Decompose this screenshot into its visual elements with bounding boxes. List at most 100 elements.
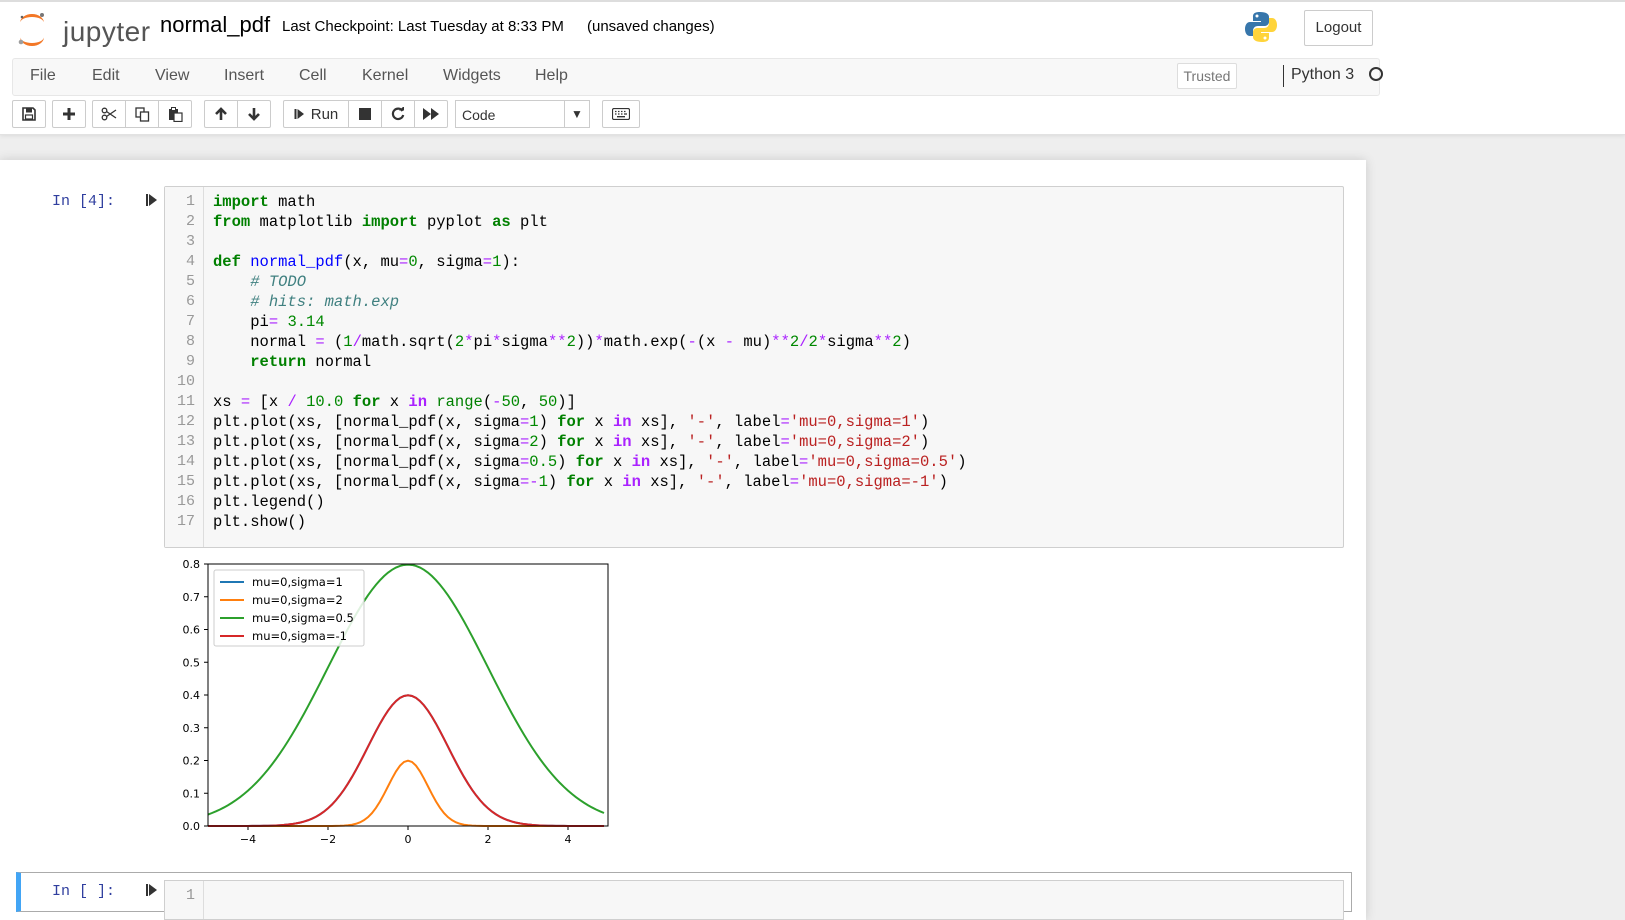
checkpoint-status: Last Checkpoint: Last Tuesday at 8:33 PM	[282, 18, 564, 35]
menu-cell[interactable]: Cell	[299, 67, 327, 84]
code-line: plt.plot(xs, [normal_pdf(x, sigma=-1) fo…	[213, 473, 948, 491]
stop-icon	[359, 108, 371, 120]
line-number: 7	[185, 313, 195, 330]
run-cell-icon[interactable]	[146, 193, 157, 210]
logout-button[interactable]: Logout	[1304, 10, 1373, 46]
x-tick-label: −4	[240, 833, 256, 846]
move-down-button[interactable]	[237, 100, 271, 128]
menu-insert[interactable]: Insert	[224, 67, 265, 84]
code-line: plt.legend()	[213, 493, 325, 511]
plus-icon	[63, 108, 75, 120]
scissors-icon	[101, 107, 117, 121]
trusted-indicator[interactable]: Trusted	[1177, 63, 1237, 89]
plot-frame	[207, 563, 609, 827]
y-tick-label: 0.7	[183, 591, 201, 604]
command-palette-button[interactable]	[602, 100, 640, 128]
notebook-name[interactable]: normal_pdf	[160, 12, 271, 37]
menu-help[interactable]: Help	[535, 67, 568, 84]
menu-view[interactable]: View	[155, 67, 190, 84]
y-tick-label: 0.4	[183, 689, 201, 702]
arrow-down-icon	[248, 108, 260, 121]
jupyter-logo[interactable]: jupyter	[17, 10, 167, 47]
code-line: plt.plot(xs, [normal_pdf(x, sigma=2) for…	[213, 433, 930, 451]
line-number: 11	[176, 393, 195, 410]
menu-kernel[interactable]: Kernel	[362, 67, 409, 84]
run-label: Run	[310, 105, 339, 123]
line-number: 16	[176, 493, 195, 510]
line-number: 6	[185, 293, 195, 310]
main-toolbar: Run Code ▼	[12, 100, 812, 132]
copy-button[interactable]	[125, 100, 159, 128]
line-number: 4	[185, 253, 195, 270]
x-tick-label: 2	[485, 833, 492, 846]
code-line: plt.plot(xs, [normal_pdf(x, sigma=0.5) f…	[213, 453, 967, 471]
line-number: 2	[185, 213, 195, 230]
insert-cell-button[interactable]	[52, 100, 86, 128]
menu-file[interactable]: File	[30, 67, 56, 84]
move-up-button[interactable]	[204, 100, 238, 128]
run-button[interactable]: Run	[283, 100, 349, 128]
series-line	[207, 563, 605, 816]
step-forward-icon	[146, 194, 157, 206]
line-number: 1	[185, 193, 195, 210]
output-chart: −4 −2 0 2 4 0.0 0.1 0.2 0.3 0.4 0.5 0.6 0.7 0.8 mu=0,s…	[168, 556, 620, 856]
line-number: 12	[176, 413, 195, 430]
cell-type-value: Code	[462, 107, 496, 123]
line-number: 5	[185, 273, 195, 290]
code-line: pi= 3.14	[213, 313, 325, 331]
restart-button[interactable]	[381, 100, 415, 128]
legend-box	[213, 569, 365, 647]
interrupt-button[interactable]	[348, 100, 382, 128]
run-cell-icon[interactable]	[146, 883, 157, 900]
arrow-up-icon	[215, 107, 227, 120]
code-line: xs = [x / 10.0 for x in range(-50, 50)]	[213, 393, 576, 411]
cell-type-select[interactable]: Code ▼	[455, 100, 590, 128]
cut-button[interactable]	[92, 100, 126, 128]
chevron-down-icon: ▼	[564, 101, 589, 127]
legend-entry: mu=0,sigma=0.5	[252, 611, 354, 625]
menu-widgets[interactable]: Widgets	[443, 67, 501, 84]
autosave-status: (unsaved changes)	[587, 18, 715, 35]
save-icon	[22, 107, 36, 121]
line-number-gutter	[165, 881, 204, 919]
x-tick-label: 0	[405, 833, 412, 846]
legend-entry: mu=0,sigma=1	[252, 575, 343, 589]
y-tick-label: 0.8	[183, 558, 201, 571]
code-editor[interactable]: 1 2 3 4 5 6 7 8 9 10 11 12 13 14 15 16 17 import math fr…	[164, 186, 1344, 548]
notebook-header: jupyter normal_pdf Last Checkpoint: Last…	[0, 0, 1625, 135]
y-tick-label: 0.3	[183, 722, 201, 735]
y-tick-label: 0.6	[183, 624, 201, 637]
jupyter-logo-icon	[18, 13, 44, 46]
logo-text: jupyter	[63, 16, 151, 47]
refresh-icon	[391, 107, 405, 121]
code-line: # hits: math.exp	[250, 293, 400, 311]
line-number: 3	[185, 233, 195, 250]
menu-edit[interactable]: Edit	[92, 67, 120, 84]
code-line: from matplotlib import pyplot as plt	[213, 213, 548, 231]
line-number-gutter	[165, 187, 204, 547]
code-editor[interactable]: 1	[164, 880, 1344, 920]
code-line: plt.show()	[213, 513, 307, 531]
y-tick-label: 0.1	[183, 787, 201, 800]
x-tick-label: −2	[320, 833, 336, 846]
header-top-border	[0, 0, 1625, 2]
save-button[interactable]	[12, 100, 46, 128]
step-forward-icon	[294, 109, 304, 119]
paste-icon	[168, 106, 183, 122]
menu-bar: File Edit View Insert Cell Kernel Widget…	[12, 58, 1383, 96]
code-line: # TODO	[250, 273, 307, 291]
y-tick-label: 0.2	[183, 755, 201, 768]
line-number: 13	[176, 433, 195, 450]
y-tick-label: 0.0	[183, 820, 201, 833]
code-line: def normal_pdf(x, mu=0, sigma=1):	[213, 253, 521, 271]
kernel-separator	[1283, 65, 1284, 87]
code-line: return normal	[250, 353, 372, 371]
paste-button[interactable]	[158, 100, 192, 128]
cell-prompt: In [ ]:	[52, 883, 116, 900]
python-logo-icon	[1245, 12, 1277, 42]
line-number: 1	[185, 887, 195, 904]
y-tick-label: 0.5	[183, 656, 201, 669]
keyboard-icon	[612, 108, 630, 120]
line-number: 17	[176, 513, 195, 530]
restart-run-all-button[interactable]	[414, 100, 448, 128]
